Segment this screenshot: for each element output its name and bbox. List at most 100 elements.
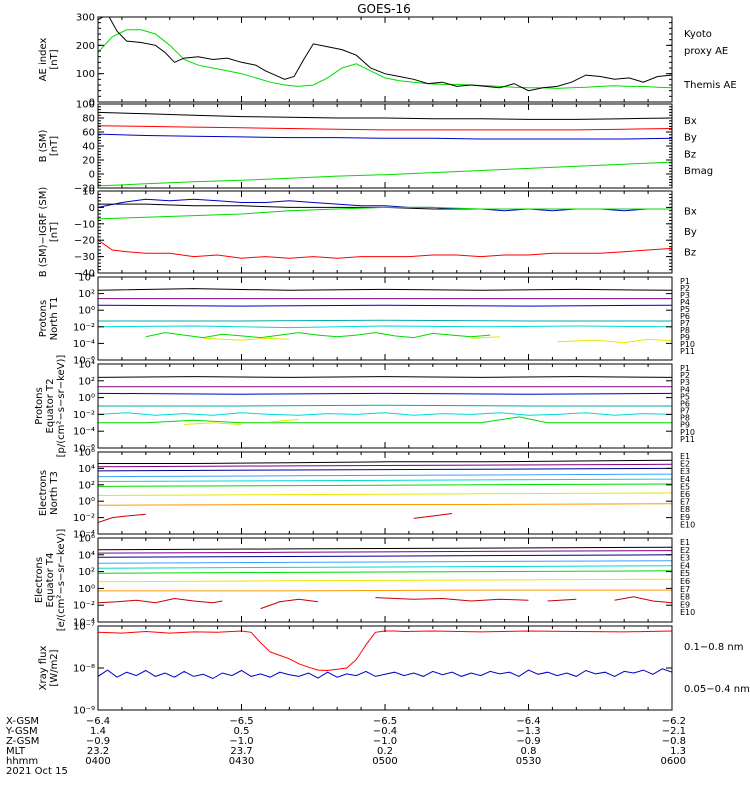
legend-entry: E3 [680,554,690,563]
y-tick-label: 20 [82,156,95,167]
series-line-2 [98,304,672,307]
legend-entry: P7 [680,319,690,328]
series-line-4 [98,478,672,482]
legend-entry: P3 [680,291,690,300]
series-group [98,459,672,523]
footer-row-value: −6.4 [86,716,110,727]
series-line-12 [614,596,672,604]
footer-row-value: 0500 [372,756,397,767]
legend-entry: E1 [680,538,690,547]
y-tick-label: 10⁴ [78,464,95,475]
legend-entry: P2 [680,284,690,293]
legend-entry: E5 [680,482,690,491]
series-line-1 [98,17,672,92]
series-line-0 [98,29,672,89]
series-line-5 [98,416,672,424]
legend-entry: P3 [680,378,690,387]
legend-entry: proxy AE [684,46,728,57]
legend-entry: E6 [680,490,690,499]
series-line-3 [98,404,672,407]
footer-row-value: 0.2 [377,746,393,757]
panel-frame [97,625,673,711]
legend-entry: E4 [680,561,690,570]
y-axis-label: [W/m2] [49,649,60,686]
footer-row-value: 0430 [229,756,254,767]
legend-entry: E9 [680,513,690,522]
series-line-8 [557,338,672,344]
y-tick-label: 10⁻⁸ [73,664,95,675]
y-axis-label: [nT] [49,136,60,156]
series-line-2 [98,554,672,558]
legend-entry: E8 [680,593,690,602]
y-axis-label: North T3 [49,471,60,515]
y-tick-label: 10⁻⁹ [73,706,95,717]
series-group [98,198,672,259]
series-line-7 [471,336,500,339]
series-line-3 [98,239,672,259]
legend-entry: P4 [680,298,690,307]
y-tick-label: 10⁻⁶ [73,444,95,455]
series-line-1 [98,668,672,680]
y-axis-label: AE index [38,38,49,82]
legend-entry: 0.05−0.4 nm [684,684,750,695]
y-tick-label: 200 [76,41,95,52]
y-axis-label: [p/(cm²−s−sr−keV)] [56,355,67,458]
y-tick-label: −20 [74,184,95,195]
y-tick-label: 10² [78,289,95,300]
y-tick-label: 10⁻² [73,322,95,333]
footer-row-value: −6.4 [516,716,540,727]
footer-row-value: 0400 [85,756,110,767]
legend-entry: Bz [684,248,696,259]
legend-entry: P2 [680,371,690,380]
series-line-5 [145,332,491,339]
footer-row-value: −6.5 [229,716,253,727]
y-tick-label: 0 [89,203,95,214]
series-group [98,288,672,344]
panel-frame [97,103,673,189]
series-line-9 [413,513,453,519]
legend-entry: Bz [684,149,696,160]
footer-row-value: 1.3 [670,746,686,757]
footer-date: 2021 Oct 15 [6,766,68,777]
y-tick-label: 10⁻⁴ [73,427,95,438]
series-line-6 [98,492,672,496]
legend-entry: P5 [680,305,690,314]
series-line-2 [98,467,672,472]
chart-title: GOES-16 [357,2,411,16]
y-tick-label: 10⁰ [78,393,95,404]
legend-entry: E1 [680,452,690,461]
footer-row-value: 0530 [516,756,541,767]
footer-row-value: −0.8 [662,736,686,747]
legend-entry: E8 [680,505,690,514]
y-axis-label: North T1 [49,297,60,341]
y-tick-label: −30 [74,252,95,263]
y-tick-label: 0 [89,170,95,181]
legend-entry: Kyoto [684,29,712,40]
legend-entry: E7 [680,498,690,507]
legend-entry: E6 [680,577,690,586]
panel-ee: 10⁻⁴ 10⁻² 10⁰ 10² 10⁴ 10⁶ Electrons Equator T4[… [34,529,695,632]
y-tick-label: 10⁴ [78,273,95,284]
series-line-2 [98,392,672,395]
legend-entry: Themis AE [683,80,737,91]
series-line-0 [98,630,672,672]
series-line-1 [98,125,672,131]
series-group [98,17,672,92]
footer-row-value: 0600 [661,756,686,767]
legend-entry: E4 [680,475,690,484]
series-line-3 [98,560,672,564]
panel-frame [97,190,673,274]
legend-entry: E2 [680,546,690,555]
y-tick-label: 10⁻² [73,410,95,421]
footer-row-label: X-GSM [6,716,39,727]
series-line-1 [98,463,672,468]
y-tick-label: 0 [89,98,95,109]
y-tick-label: 10⁰ [78,306,95,317]
legend-entry: 0.1−0.8 nm [684,642,743,653]
footer-row-value: −0.9 [516,736,540,747]
series-group [98,111,672,187]
legend-entry: E2 [680,460,690,469]
